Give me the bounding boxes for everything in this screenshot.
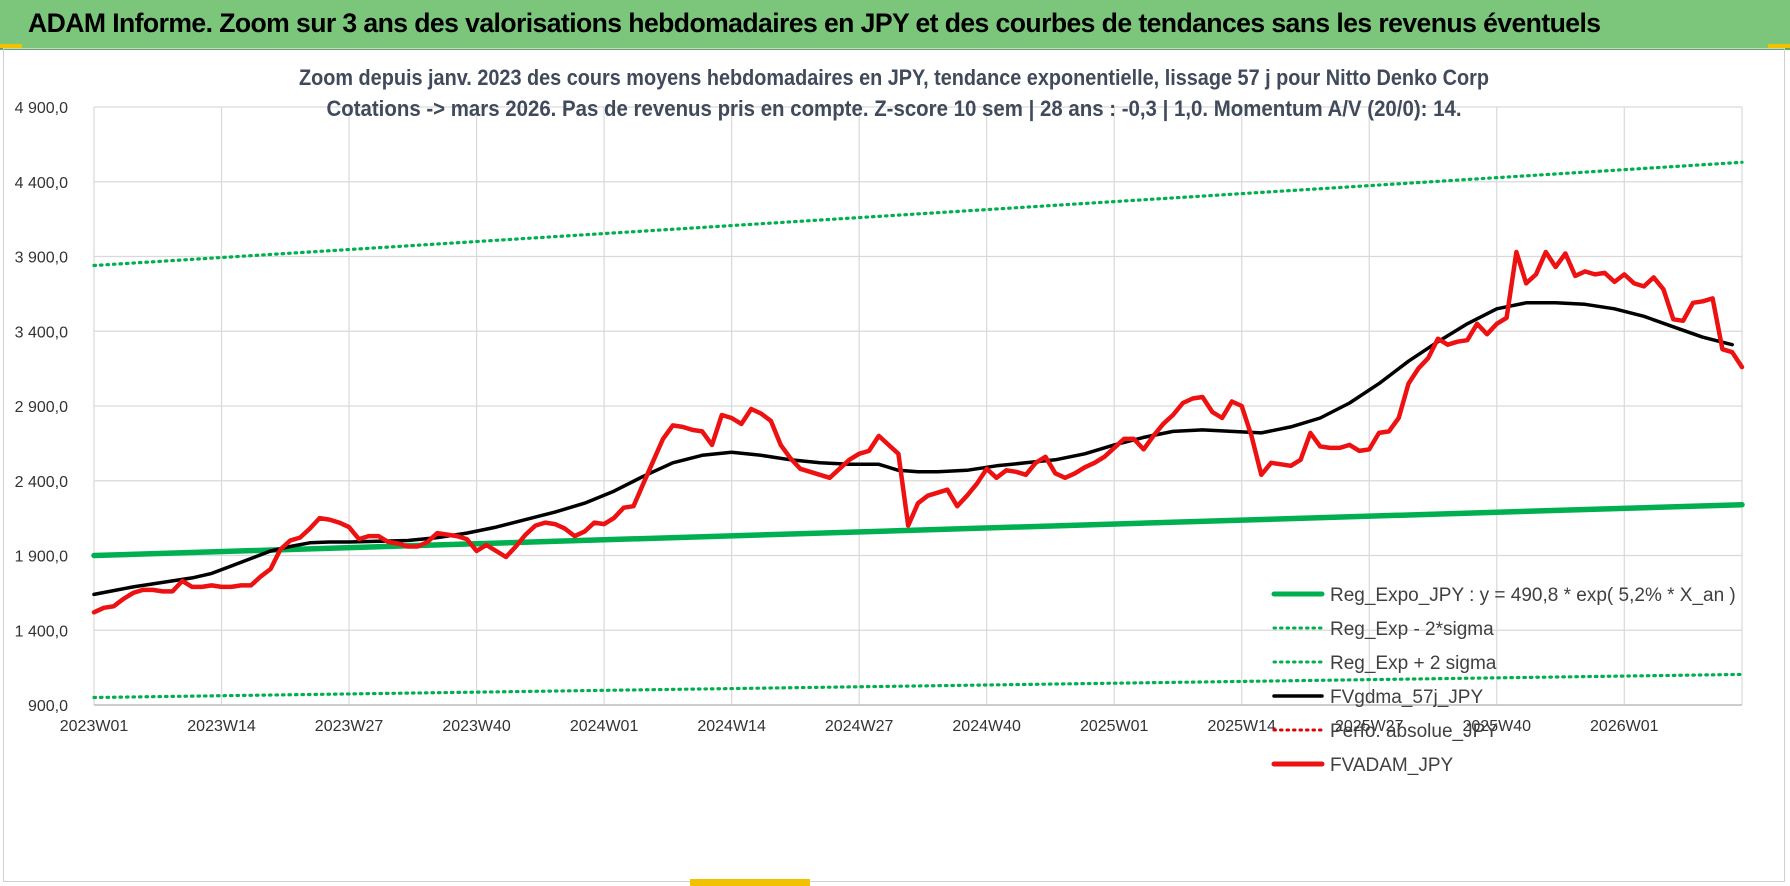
- legend: Reg_Expo_JPY : y = 490,8 * exp( 5,2% * X…: [1271, 585, 1736, 776]
- x-tick-label: 2023W01: [60, 718, 129, 735]
- legend-label: Reg_Exp - 2*sigma: [1330, 619, 1494, 640]
- x-tick-label: 2024W01: [570, 718, 639, 735]
- y-tick-label: 900,0: [28, 698, 68, 715]
- x-tick-label: 2025W40: [1463, 718, 1532, 735]
- x-tick-label: 2025W14: [1207, 718, 1276, 735]
- x-tick-label: 2025W27: [1335, 718, 1404, 735]
- report-title: ADAM Informe. Zoom sur 3 ans des valoris…: [28, 8, 1601, 38]
- chart-subtitle: Cotations -> mars 2026. Pas de revenus p…: [327, 96, 1462, 121]
- x-tick-label: 2024W27: [825, 718, 894, 735]
- report-banner: ADAM Informe. Zoom sur 3 ans des valoris…: [0, 0, 1790, 50]
- bottom-accent-tab: [690, 879, 810, 886]
- y-tick-label: 2 900,0: [15, 399, 68, 416]
- y-tick-label: 4 400,0: [15, 175, 68, 192]
- x-tick-label: 2024W40: [952, 718, 1021, 735]
- series-layer: [91, 160, 1745, 700]
- x-tick-label: 2025W01: [1080, 718, 1149, 735]
- chart-frame: Zoom depuis janv. 2023 des cours moyens …: [3, 48, 1785, 882]
- gridlines: [93, 106, 1743, 706]
- x-tick-label: 2023W14: [187, 718, 256, 735]
- chart-title: Zoom depuis janv. 2023 des cours moyens …: [299, 65, 1489, 90]
- x-tick-label: 2024W14: [697, 718, 766, 735]
- legend-label: Perfo. absolue_JPY: [1330, 721, 1498, 742]
- right-accent-bar: [1768, 44, 1790, 48]
- y-axis: 900,0 1 400,0 1 900,0 2 400,0 2 900,0 3 400,0…: [15, 100, 68, 715]
- y-tick-label: 3 400,0: [15, 324, 68, 341]
- legend-label: Reg_Expo_JPY : y = 490,8 * exp( 5,2% * X…: [1330, 585, 1736, 606]
- y-tick-label: 2 400,0: [15, 474, 68, 491]
- series-line-reg-expo-jpy-y-490-8-exp-5-2-x-an: [91, 501, 1745, 559]
- legend-label: FVADAM_JPY: [1330, 755, 1454, 776]
- x-axis: 2023W01 2023W14 2023W27 2023W40 2024W01 2024W…: [60, 704, 1742, 735]
- y-tick-label: 1 400,0: [15, 623, 68, 640]
- y-tick-label: 1 900,0: [15, 549, 68, 566]
- left-accent-bar: [0, 44, 22, 48]
- series-line-fvadam-jpy: [91, 249, 1745, 615]
- x-tick-label: 2023W27: [315, 718, 384, 735]
- y-tick-label: 3 900,0: [15, 250, 68, 267]
- valuation-chart: Zoom depuis janv. 2023 des cours moyens …: [15, 65, 1745, 776]
- legend-label: Reg_Exp + 2 sigma: [1330, 653, 1497, 674]
- y-tick-label: 4 900,0: [15, 100, 68, 117]
- x-tick-label: 2026W01: [1590, 718, 1659, 735]
- x-tick-label: 2023W40: [442, 718, 511, 735]
- series-line-reg-exp-2-sigma: [92, 672, 1744, 700]
- series-line-reg-exp-2-sigma: [92, 160, 1744, 268]
- legend-label: FVgdma_57j_JPY: [1330, 687, 1483, 708]
